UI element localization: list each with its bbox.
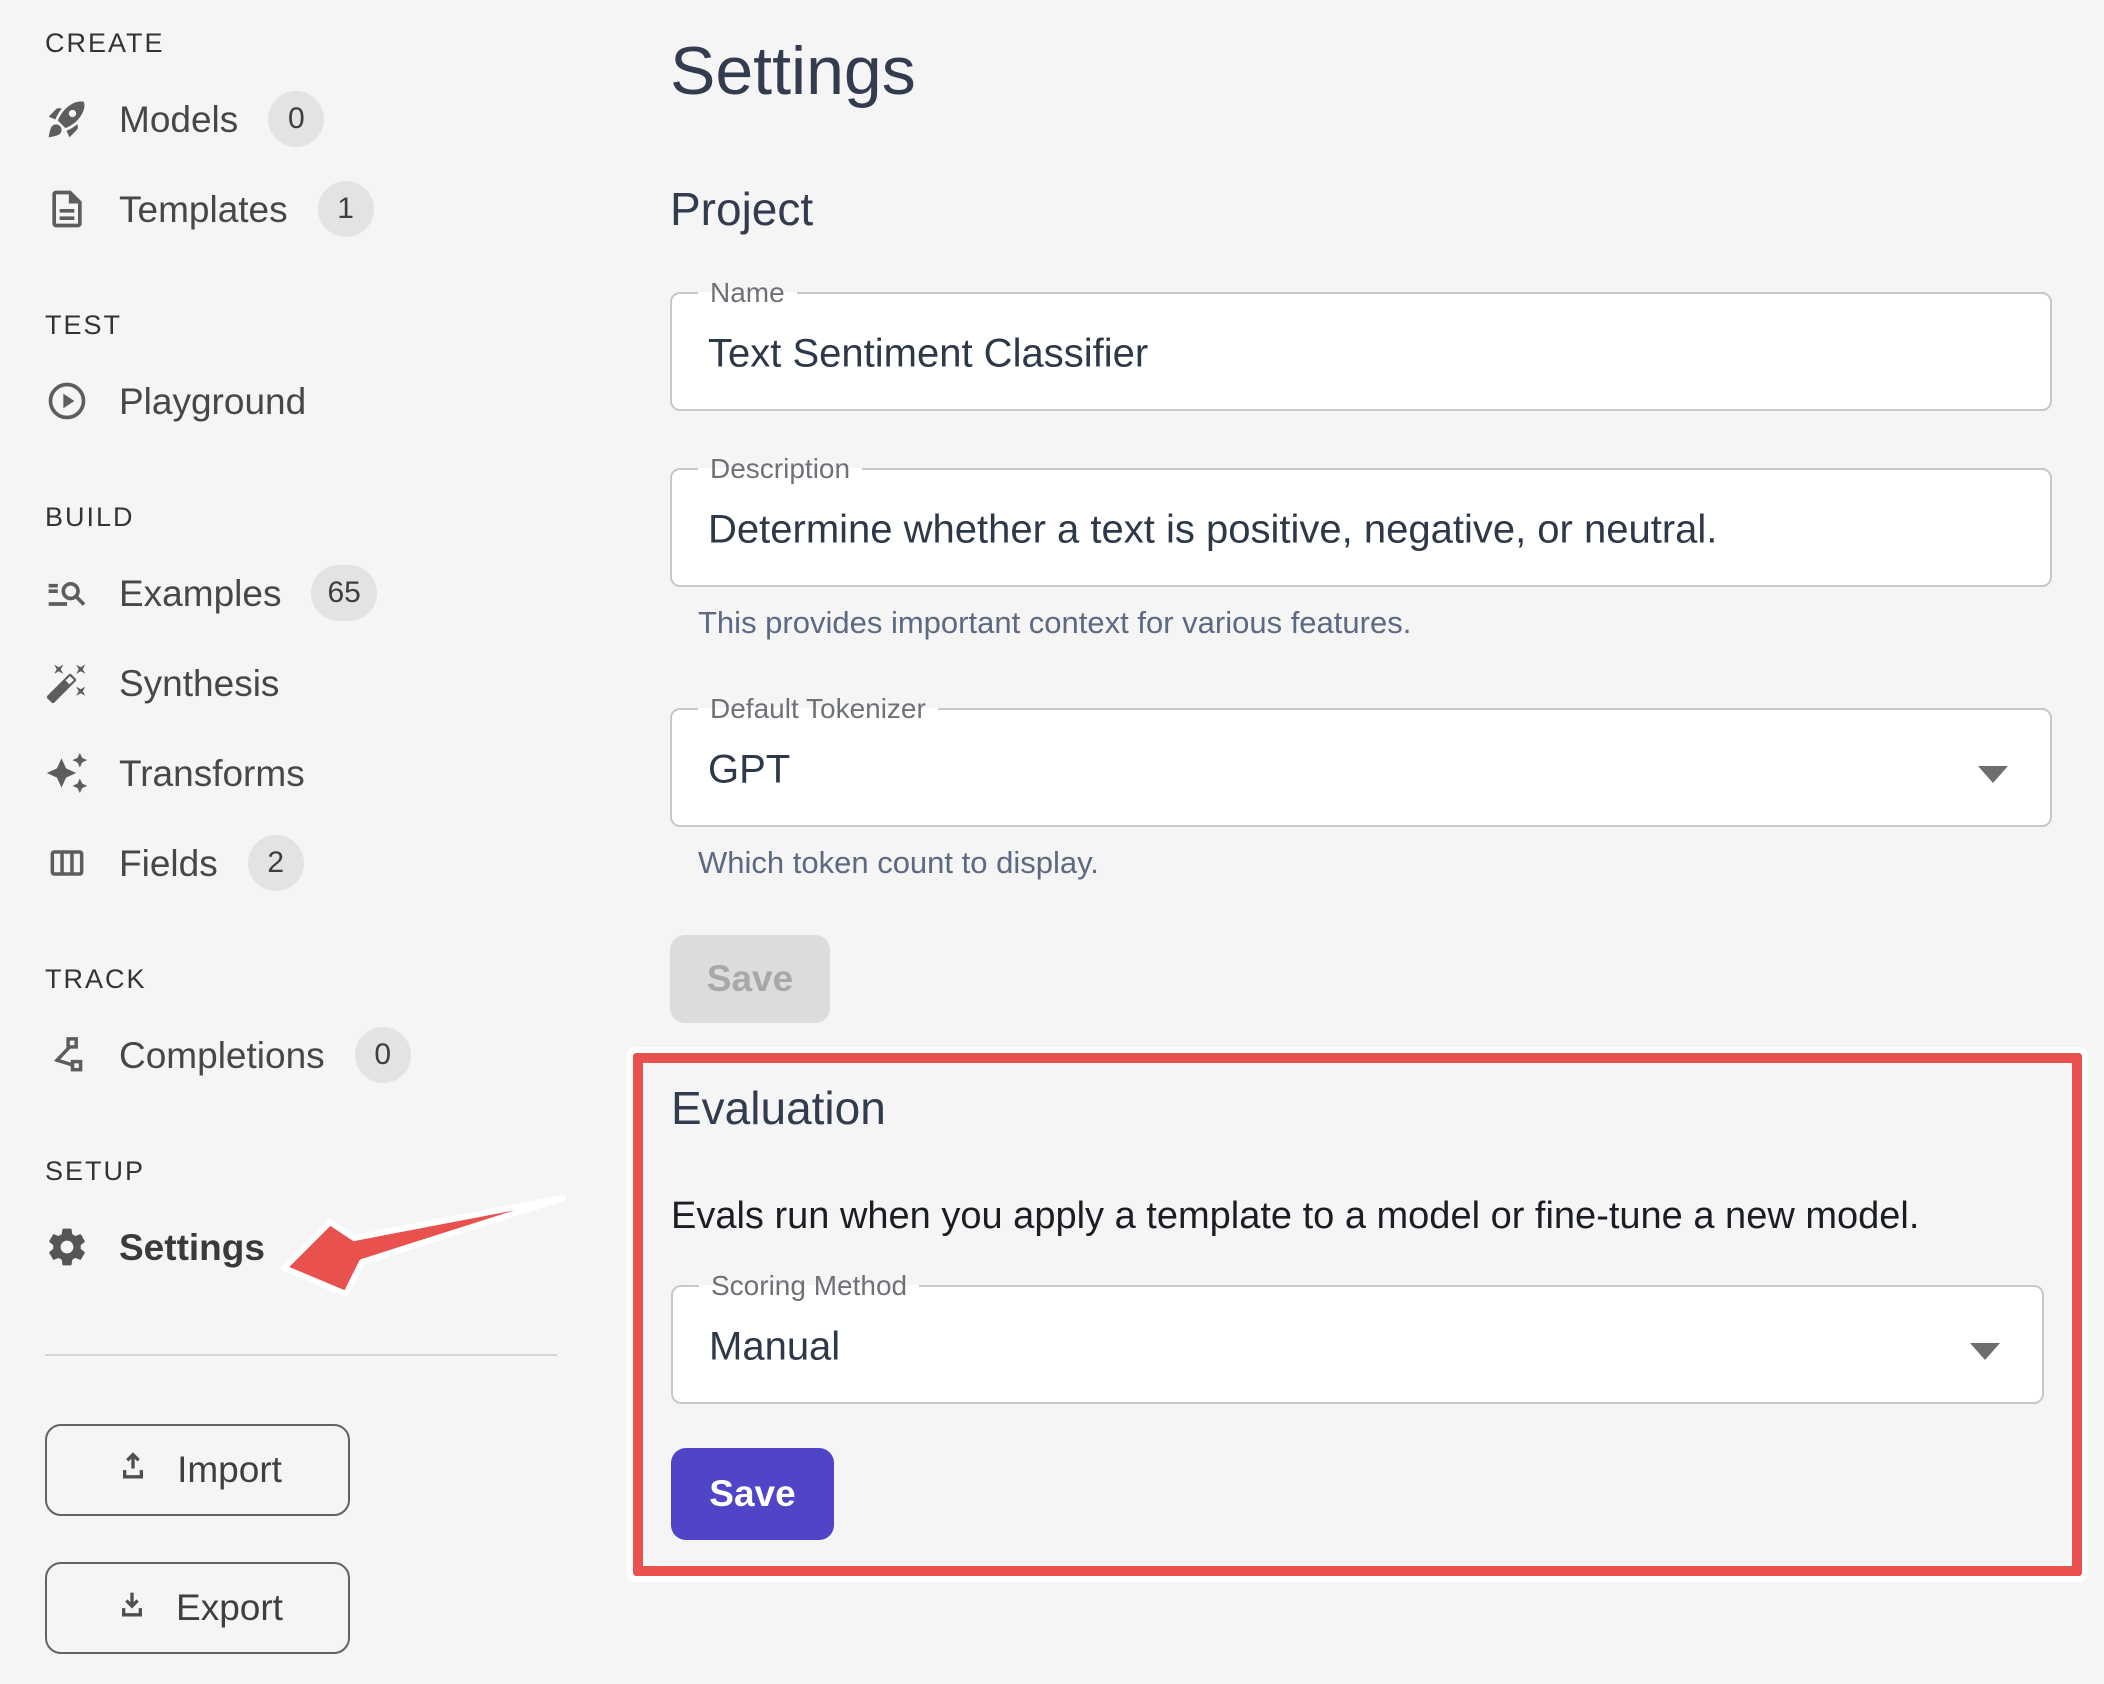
sidebar-section-build: BUILD Examples 65 Synthesis Transforms [45, 502, 630, 908]
scoring-method-select[interactable]: Scoring Method Manual [671, 1270, 2044, 1405]
sidebar-item-completions[interactable]: Completions 0 [45, 1010, 630, 1100]
sidebar-item-label: Fields [119, 842, 218, 884]
fields-count-badge: 2 [247, 835, 304, 891]
examples-count-badge: 65 [311, 565, 377, 621]
scoring-method-label: Scoring Method [711, 1270, 908, 1302]
chevron-down-icon [1978, 765, 2008, 783]
annotation-box: Evaluation Evals run when you apply a te… [627, 1046, 2088, 1583]
polyline-icon [45, 1033, 89, 1077]
section-caption-test: TEST [45, 310, 123, 340]
sidebar-divider [45, 1354, 557, 1356]
sidebar-section-create: CREATE Models 0 Templates 1 [45, 28, 630, 254]
project-description-label: Description [710, 452, 851, 484]
section-caption-setup: SETUP [45, 1156, 146, 1186]
evaluation-description-text: Evals run when you apply a template to a… [671, 1195, 1920, 1238]
models-count-badge: 0 [268, 91, 325, 147]
sparkles-icon [45, 751, 89, 795]
completions-count-badge: 0 [354, 1027, 411, 1083]
project-name-label: Name [710, 276, 785, 308]
import-button[interactable]: Import [45, 1424, 350, 1516]
sidebar-item-transforms[interactable]: Transforms [45, 728, 630, 818]
project-section-heading: Project [670, 183, 814, 236]
project-name-field[interactable]: Name Text Sentiment Classifier [670, 276, 2052, 411]
page-title: Settings [670, 33, 916, 109]
rocket-icon [45, 97, 89, 141]
evaluation-save-button[interactable]: Save [671, 1448, 834, 1541]
project-name-value[interactable]: Text Sentiment Classifier [708, 331, 1149, 376]
sidebar-item-fields[interactable]: Fields 2 [45, 818, 630, 908]
sidebar-section-test: TEST Playground [45, 310, 630, 446]
sidebar-item-label: Settings [119, 1226, 265, 1268]
sidebar-item-examples[interactable]: Examples 65 [45, 548, 630, 638]
sidebar-item-settings[interactable]: Settings [45, 1202, 630, 1292]
sidebar-item-label: Templates [119, 188, 288, 230]
play-circle-icon [45, 379, 89, 423]
sidebar-item-templates[interactable]: Templates 1 [45, 164, 630, 254]
section-caption-track: TRACK [45, 964, 147, 994]
gear-icon [45, 1225, 89, 1269]
tokenizer-helper-text: Which token count to display. [698, 844, 1099, 880]
chevron-down-icon [1970, 1343, 2000, 1361]
list-search-icon [45, 571, 89, 615]
sidebar-item-synthesis[interactable]: Synthesis [45, 638, 630, 728]
project-description-value[interactable]: Determine whether a text is positive, ne… [708, 507, 1718, 552]
sidebar: CREATE Models 0 Templates 1 TEST Playgro… [0, 0, 630, 1684]
sidebar-section-track: TRACK Completions 0 [45, 964, 630, 1100]
sidebar-item-label: Examples [119, 572, 282, 614]
description-helper-text: This provides important context for vari… [698, 604, 1412, 640]
project-save-button[interactable]: Save [670, 934, 830, 1023]
section-caption-build: BUILD [45, 502, 135, 532]
magic-wand-icon [45, 661, 89, 705]
default-tokenizer-select[interactable]: Default Tokenizer GPT [670, 692, 2052, 827]
sidebar-item-label: Playground [119, 380, 307, 422]
import-button-label: Import [177, 1449, 282, 1490]
scoring-method-value: Manual [709, 1324, 841, 1369]
section-caption-create: CREATE [45, 28, 165, 58]
sidebar-item-label: Transforms [119, 752, 305, 794]
sidebar-item-label: Completions [119, 1034, 325, 1076]
evaluation-section-heading: Evaluation [671, 1081, 886, 1134]
sidebar-item-models[interactable]: Models 0 [45, 74, 630, 164]
templates-count-badge: 1 [317, 181, 374, 237]
default-tokenizer-label: Default Tokenizer [710, 692, 926, 724]
main-content: Settings Project Name Text Sentiment Cla… [627, 0, 2104, 1684]
download-icon [112, 1584, 152, 1633]
sidebar-item-playground[interactable]: Playground [45, 356, 630, 446]
export-button-label: Export [176, 1587, 283, 1628]
upload-icon [113, 1446, 153, 1495]
export-button[interactable]: Export [45, 1562, 350, 1654]
sidebar-item-label: Synthesis [119, 662, 280, 704]
project-description-field[interactable]: Description Determine whether a text is … [670, 452, 2052, 587]
sidebar-item-label: Models [119, 98, 239, 140]
columns-icon [45, 841, 89, 885]
document-icon [45, 187, 89, 231]
sidebar-section-setup: SETUP Settings [45, 1156, 630, 1292]
default-tokenizer-value: GPT [708, 747, 791, 792]
